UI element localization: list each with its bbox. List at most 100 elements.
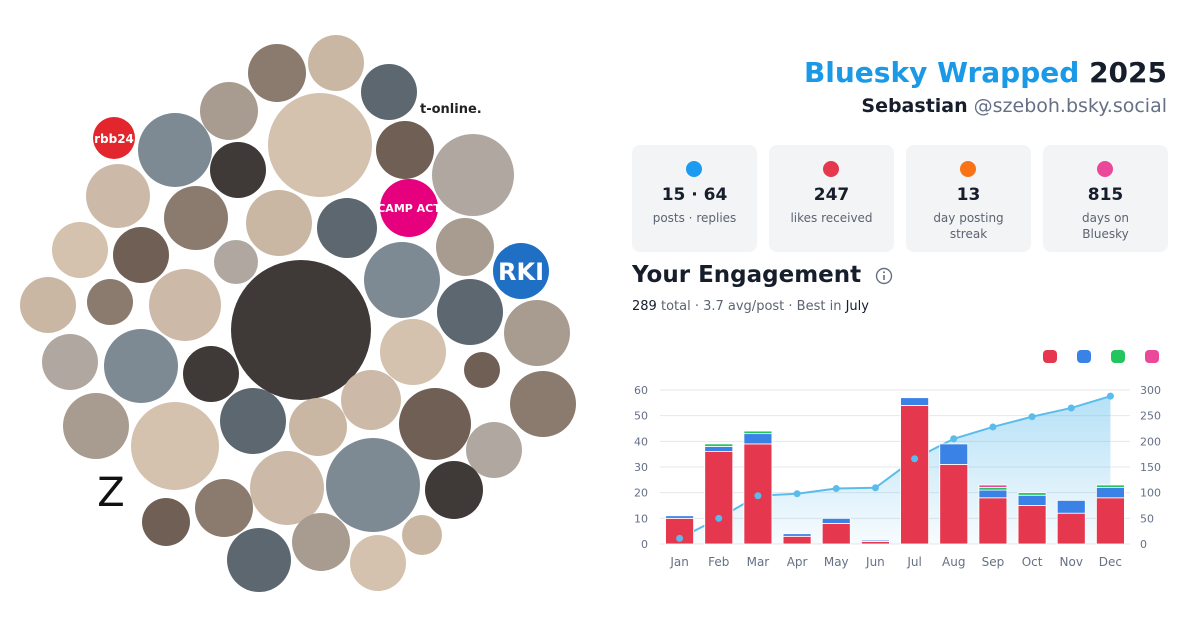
user: Sebastian @szeboh.bsky.social: [861, 95, 1167, 117]
avatar[interactable]: [142, 498, 190, 546]
line-point: [911, 455, 919, 463]
avatar[interactable]: [380, 319, 446, 385]
line-point: [1106, 392, 1114, 400]
avatar[interactable]: [231, 260, 371, 400]
legend-icon[interactable]: [1111, 350, 1125, 363]
stat-label: likes received: [790, 211, 873, 225]
avatar[interactable]: [292, 513, 350, 571]
stat-card: 15 · 64 posts · replies: [632, 145, 757, 252]
avatar[interactable]: [510, 371, 576, 437]
avatar[interactable]: [402, 515, 442, 555]
summary: 289 total · 3.7 avg/post · Best in July: [632, 299, 869, 314]
user-handle[interactable]: @szeboh.bsky.social: [973, 95, 1167, 117]
avatar-label: Z: [97, 470, 124, 516]
avatar[interactable]: [308, 35, 364, 91]
x-tick-label: Dec: [1099, 555, 1122, 569]
stat-card: 815 days on Bluesky: [1043, 145, 1168, 252]
avatar[interactable]: [42, 334, 98, 390]
bar-segment: [821, 517, 851, 524]
title: Bluesky Wrapped 2025: [804, 56, 1167, 89]
avatar[interactable]: [200, 82, 258, 140]
y-tick-label: 0: [641, 538, 648, 551]
bar-segment: [743, 433, 773, 445]
line-point: [950, 435, 958, 443]
best-month: July: [845, 299, 869, 314]
total: 289: [632, 299, 657, 314]
stat-label: day posting streak: [933, 211, 1004, 241]
x-tick-label: Jan: [669, 555, 689, 569]
y2-tick-label: 250: [1140, 410, 1161, 423]
avatar[interactable]: [20, 277, 76, 333]
avatar[interactable]: [268, 93, 372, 197]
avatar[interactable]: [131, 402, 219, 490]
y2-tick-label: 100: [1140, 487, 1161, 500]
line-point: [715, 514, 723, 522]
avatar[interactable]: [250, 451, 324, 525]
bar-segment: [782, 535, 812, 545]
bar-segment: [939, 464, 969, 545]
avatar[interactable]: [436, 218, 494, 276]
avatar[interactable]: [437, 279, 503, 345]
chart: 0 10 20 30 40 50 60 0 50 100 150 200 250 300 Jan Feb Mar…: [634, 350, 1161, 569]
x-tick-label: Feb: [708, 555, 729, 569]
avatar[interactable]: [432, 134, 514, 216]
line-point: [832, 485, 840, 493]
avatar[interactable]: [86, 164, 150, 228]
stat-value: 247: [813, 185, 850, 205]
avatar[interactable]: [164, 186, 228, 250]
bar-segment: [704, 451, 734, 545]
avatar[interactable]: [317, 198, 377, 258]
avatar[interactable]: [52, 222, 108, 278]
avatar[interactable]: [326, 438, 420, 532]
avatar[interactable]: [341, 370, 401, 430]
x-tick-label: Aug: [942, 555, 965, 569]
bar-segment: [1096, 484, 1125, 488]
user-name: Sebastian: [861, 95, 968, 117]
line-point: [989, 423, 997, 431]
avatar[interactable]: [364, 242, 440, 318]
avatar[interactable]: [183, 346, 239, 402]
avatar[interactable]: [425, 461, 483, 519]
avatar[interactable]: [149, 269, 221, 341]
avatar[interactable]: [195, 479, 253, 537]
title-brand: Bluesky Wrapped: [803, 56, 1080, 89]
bar-segment: [978, 484, 1008, 488]
avatar[interactable]: [466, 422, 522, 478]
avatar[interactable]: [138, 113, 212, 187]
stat-value: 13: [956, 185, 981, 205]
legend-icon[interactable]: [1043, 350, 1057, 363]
bar-segment: [704, 443, 734, 447]
x-tick-label: Sep: [982, 555, 1005, 569]
summary-text: total · 3.7 avg/post · Best in: [660, 299, 842, 314]
avatar[interactable]: [227, 528, 291, 592]
avatar[interactable]: [289, 398, 347, 456]
avatar[interactable]: [210, 142, 266, 198]
avatar[interactable]: [63, 393, 129, 459]
avatar[interactable]: [214, 240, 258, 284]
avatar[interactable]: [87, 279, 133, 325]
stat-icon: [823, 161, 839, 177]
avatar[interactable]: [350, 535, 406, 591]
avatar[interactable]: [246, 190, 312, 256]
avatar[interactable]: [104, 329, 178, 403]
avatar[interactable]: [248, 44, 306, 102]
bar-segment: [782, 533, 812, 537]
avatar[interactable]: [399, 388, 471, 460]
avatar[interactable]: [376, 121, 434, 179]
avatar[interactable]: [361, 64, 417, 120]
avatar: [380, 179, 438, 237]
y-tick-label: 30: [634, 461, 648, 474]
x-tick-label: Oct: [1022, 555, 1043, 569]
line-point: [754, 492, 762, 500]
avatar[interactable]: [504, 300, 570, 366]
title-year: 2025: [1089, 56, 1167, 89]
bar-segment: [939, 443, 969, 465]
avatar[interactable]: [113, 227, 169, 283]
legend-icon[interactable]: [1077, 350, 1091, 363]
avatar-label: rbb24: [94, 132, 134, 146]
stat-value: 815: [1087, 185, 1124, 205]
avatar[interactable]: [464, 352, 500, 388]
avatar[interactable]: [220, 388, 286, 454]
legend-icon[interactable]: [1145, 350, 1159, 363]
info-icon[interactable]: [875, 267, 893, 285]
